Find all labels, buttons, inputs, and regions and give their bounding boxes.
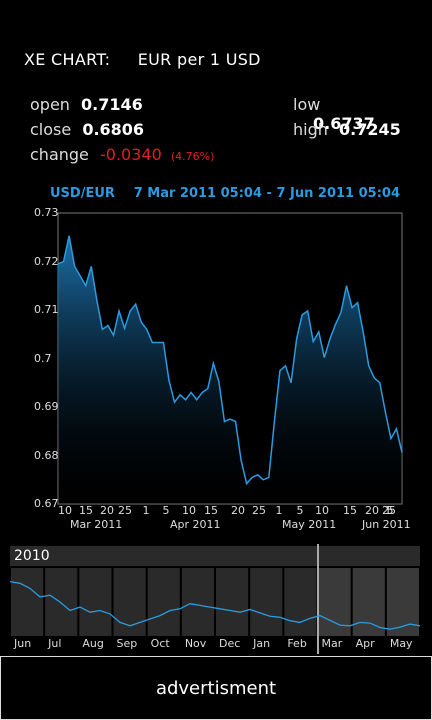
x-tick-label: 20 xyxy=(231,504,245,517)
currency-pair-label: EUR per 1 USD xyxy=(137,50,261,69)
timeline-month-block[interactable] xyxy=(250,568,283,636)
series-area xyxy=(58,235,402,505)
advertisement-banner[interactable]: advertisment xyxy=(0,656,432,720)
x-tick-label: 10 xyxy=(315,504,329,517)
ad-label: advertisment xyxy=(155,677,277,699)
header-title: XE CHART: xyxy=(24,50,111,69)
low-label: low xyxy=(293,95,321,114)
change-value: -0.0340 xyxy=(99,145,162,164)
timeline-month-label[interactable]: Aug xyxy=(82,637,104,650)
line-chart[interactable] xyxy=(0,200,432,510)
x-month-label: Jun 2011 xyxy=(362,518,411,531)
low-value: 0.6737 xyxy=(313,114,375,133)
y-tick-label: 0.68 xyxy=(34,448,59,462)
timeline-chart[interactable] xyxy=(0,544,432,654)
timeline-month-block[interactable] xyxy=(318,568,351,636)
timeline-month-label[interactable]: Jun xyxy=(14,637,32,650)
timeline-month-label[interactable]: Dec xyxy=(219,637,241,650)
chart-pair-label: USD/EUR xyxy=(50,186,115,201)
x-tick-label: 15 xyxy=(79,504,93,517)
x-tick-label: 1 xyxy=(384,504,392,517)
timeline-month-label[interactable]: Jan xyxy=(253,637,271,650)
timeline-month-block[interactable] xyxy=(147,568,180,636)
y-tick-label: 0.69 xyxy=(34,400,59,413)
x-tick-label: 25 xyxy=(382,504,396,517)
timeline-month-label[interactable]: Nov xyxy=(184,637,207,650)
chart-header: XE CHART: EUR per 1 USD xyxy=(24,50,283,69)
x-tick-label: 5 xyxy=(162,504,170,517)
timeline-month-block[interactable] xyxy=(181,568,214,636)
timeline-month-block[interactable] xyxy=(284,568,317,636)
close-value: 0.6806 xyxy=(82,120,145,139)
change-percent: (4.76%) xyxy=(170,150,215,163)
timeline-year: 2010 xyxy=(14,548,50,564)
series-line xyxy=(57,235,403,486)
timeline-month-label[interactable]: May xyxy=(389,637,413,650)
x-tick-label: 20 xyxy=(365,504,379,517)
x-tick-label: 15 xyxy=(204,504,218,517)
x-tick-label: 25 xyxy=(118,504,132,517)
timeline-month-block[interactable] xyxy=(45,568,78,636)
x-tick-label: 15 xyxy=(343,504,357,517)
y-tick-label: 0.67 xyxy=(34,497,59,510)
x-tick-label: 5 xyxy=(296,504,304,517)
x-tick-label: 1 xyxy=(275,504,283,517)
open-label: open xyxy=(30,95,70,114)
chart-range-label: 7 Mar 2011 05:04 - 7 Jun 2011 05:04 xyxy=(133,186,400,201)
timeline-month-block[interactable] xyxy=(216,568,249,636)
timeline-month-block[interactable] xyxy=(113,568,146,636)
timeline-year-bar xyxy=(10,546,420,566)
stats-panel: open 0.7146 low 0.6737 close 0.6806 high… xyxy=(30,95,402,170)
x-tick-label: 25 xyxy=(252,504,266,517)
change-label: change xyxy=(30,145,89,164)
close-label: close xyxy=(30,120,72,139)
timeline-series-line xyxy=(9,580,421,630)
x-tick-label: 10 xyxy=(58,504,72,517)
timeline-month-label[interactable]: Feb xyxy=(287,637,307,650)
timeline-month-label[interactable]: Jul xyxy=(48,637,62,650)
timeline-month-label[interactable]: Mar xyxy=(321,637,343,650)
x-tick-label: 5 xyxy=(386,504,394,517)
high-value: 0.7245 xyxy=(338,120,401,139)
x-tick-label: 20 xyxy=(100,504,114,517)
open-value: 0.7146 xyxy=(81,95,143,114)
timeline-month-block[interactable] xyxy=(352,568,385,636)
x-month-label: Mar 2011 xyxy=(70,518,123,531)
timeline-month-label[interactable]: Oct xyxy=(150,637,170,650)
x-tick-label: 1 xyxy=(142,504,150,517)
y-tick-label: 0.7 xyxy=(34,351,52,365)
y-tick-label: 0.72 xyxy=(34,254,59,268)
timeline-month-label[interactable]: Apr xyxy=(355,637,375,650)
timeline-month-block[interactable] xyxy=(11,568,44,636)
high-label: high xyxy=(293,120,328,139)
timeline-month-label[interactable]: Sep xyxy=(116,637,138,650)
x-tick-label: 10 xyxy=(182,504,196,517)
timeline-month-block[interactable] xyxy=(79,568,112,636)
y-tick-label: 0.73 xyxy=(34,206,59,219)
x-month-label: Apr 2011 xyxy=(170,518,221,531)
x-month-label: May 2011 xyxy=(282,518,337,531)
y-tick-label: 0.71 xyxy=(34,303,59,316)
